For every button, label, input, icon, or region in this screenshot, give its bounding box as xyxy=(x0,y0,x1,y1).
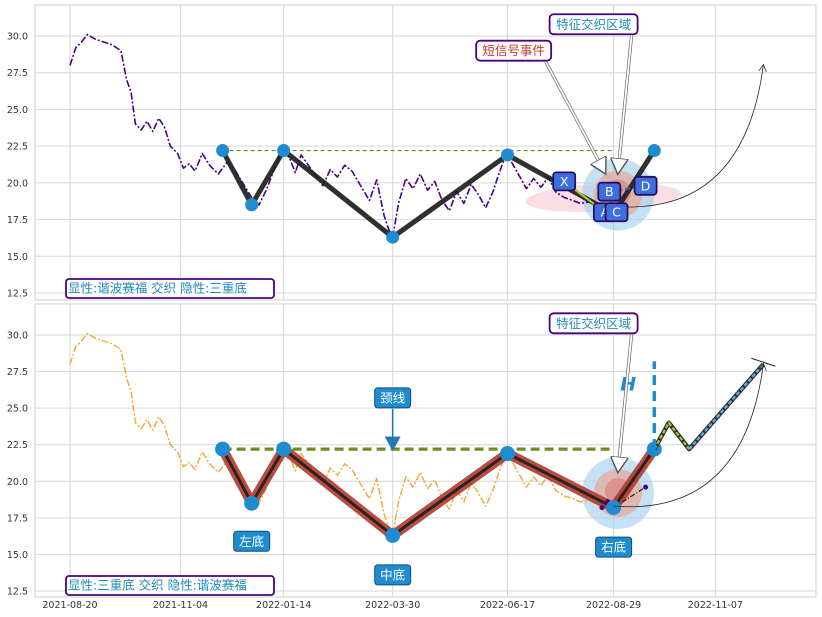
annotation-label: 特征交织区域 xyxy=(556,17,631,32)
annotation-label: 短信号事件 xyxy=(482,43,545,58)
xabcd-point-label: C xyxy=(612,205,621,220)
x-tick-label: 2022-06-17 xyxy=(480,600,535,611)
y-tick-label: 15.0 xyxy=(7,252,28,263)
x-tick-label: 2022-03-30 xyxy=(365,600,420,611)
bottom-label-box xyxy=(233,530,271,552)
harmonic-point xyxy=(643,484,649,490)
pattern-point xyxy=(500,445,516,461)
x-tick-label: 2021-08-20 xyxy=(42,600,97,611)
y-tick-label: 12.5 xyxy=(7,289,28,300)
projection-path-green xyxy=(653,420,691,450)
x-tick-label: 2021-11-04 xyxy=(153,600,208,611)
y-tick-label: 15.0 xyxy=(7,550,28,561)
xabcd-point-label: D xyxy=(641,178,651,193)
annotation-label: 颈线 xyxy=(380,390,406,405)
annotation-label-box xyxy=(548,312,639,335)
y-tick-label: 27.5 xyxy=(7,68,28,79)
panel-label: 显性:三重底 交织 隐性:谐波赛福 xyxy=(68,578,247,593)
pattern-point xyxy=(244,495,260,511)
y-tick-label: 20.0 xyxy=(7,477,28,488)
xabcd-point-box xyxy=(552,171,577,192)
harmonic-point xyxy=(599,505,605,511)
panel-label-box xyxy=(65,278,275,299)
bottom-label: 中底 xyxy=(380,567,405,582)
height-label: H xyxy=(620,374,636,396)
x-tick-label: 2022-01-14 xyxy=(256,600,311,611)
x-tick-label: 2022-08-29 xyxy=(586,600,641,611)
top-panel: 12.515.017.520.022.525.027.530.0XABCD特征交… xyxy=(7,4,817,301)
y-tick-label: 17.5 xyxy=(7,215,28,226)
projection-path-blue xyxy=(688,363,765,450)
plot-frame xyxy=(34,303,817,598)
pattern-point xyxy=(386,230,400,244)
y-tick-label: 20.0 xyxy=(7,178,28,189)
pattern-point xyxy=(647,144,661,158)
bottom-label-box xyxy=(374,564,412,586)
price-line xyxy=(69,332,614,537)
price-line xyxy=(69,33,614,238)
xabcd-point-box xyxy=(633,175,658,196)
y-tick-label: 30.0 xyxy=(7,32,28,43)
bottom-label: 右底 xyxy=(601,540,626,555)
annotation-label-box xyxy=(374,387,412,409)
target-arc-arrow xyxy=(613,364,764,508)
annotation-arrow xyxy=(618,334,633,471)
bottom-label-box xyxy=(595,536,633,558)
y-tick-label: 25.0 xyxy=(7,105,28,116)
target-arc-arrow xyxy=(613,65,764,208)
annotation-label-box xyxy=(548,13,639,36)
pattern-point xyxy=(385,527,401,543)
xabcd-point-label: X xyxy=(560,174,569,189)
y-tick-label: 22.5 xyxy=(7,440,28,451)
bottom-panel: 12.5 15.0 17.5 20.0 22.5 25.0 27.5 30.0 H 特征交织区域颈… xyxy=(7,303,817,598)
pattern-point xyxy=(216,144,230,158)
xabcd-point-box xyxy=(597,181,622,202)
pattern-point xyxy=(215,441,231,457)
y-tick-label: 30.0 xyxy=(7,331,28,342)
y-tick-label: 25.0 xyxy=(7,404,28,415)
plot-frame xyxy=(34,4,817,301)
panel-label: 显性:谐波赛福 交织 隐性:三重底 xyxy=(68,281,247,296)
annotation-label-box xyxy=(475,39,553,62)
harmonic-leg xyxy=(609,184,646,193)
pattern-point xyxy=(245,198,259,212)
annotation-arrow xyxy=(618,35,633,172)
pattern-point xyxy=(606,500,622,516)
xabcd-point-box xyxy=(604,202,629,223)
y-tick-label: 17.5 xyxy=(7,513,28,524)
y-tick-label: 12.5 xyxy=(7,587,28,598)
pattern-point xyxy=(276,441,292,457)
annotation-arrow xyxy=(544,61,605,173)
projection-end-bar xyxy=(751,357,776,367)
pattern-point xyxy=(501,148,515,162)
annotation-label: 特征交织区域 xyxy=(556,316,631,331)
x-tick-label: 2022-11-07 xyxy=(688,600,743,611)
harmonic-leg xyxy=(613,486,646,509)
y-tick-label: 22.5 xyxy=(7,142,28,153)
panel-label-box xyxy=(65,575,275,596)
bottom-label: 左底 xyxy=(239,534,264,549)
y-tick-label: 27.5 xyxy=(7,367,28,378)
panel-content xyxy=(69,332,776,543)
xabcd-point-label: B xyxy=(605,184,614,199)
pattern-point xyxy=(277,144,291,158)
